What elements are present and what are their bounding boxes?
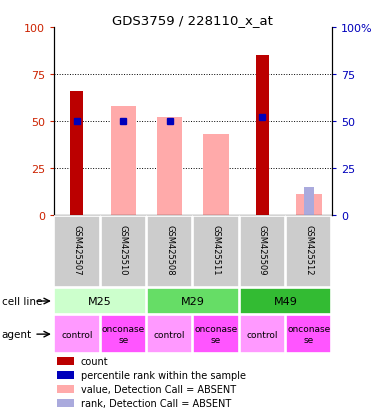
Bar <box>57 399 75 407</box>
Bar <box>240 289 332 314</box>
Text: count: count <box>81 356 108 366</box>
Text: GSM425512: GSM425512 <box>304 224 313 275</box>
Bar <box>111 107 136 216</box>
Bar <box>147 216 192 287</box>
Text: agent: agent <box>2 329 32 339</box>
Text: M25: M25 <box>88 296 112 306</box>
Text: control: control <box>61 330 93 339</box>
Text: percentile rank within the sample: percentile rank within the sample <box>81 370 246 380</box>
Text: M29: M29 <box>181 296 205 306</box>
Text: onconase
se: onconase se <box>102 325 145 344</box>
Text: onconase
se: onconase se <box>194 325 238 344</box>
Bar <box>57 385 75 393</box>
Bar <box>157 118 183 216</box>
Bar <box>147 316 192 353</box>
Title: GDS3759 / 228110_x_at: GDS3759 / 228110_x_at <box>112 14 273 26</box>
Bar <box>286 216 332 287</box>
Bar <box>296 195 322 216</box>
Text: GSM425511: GSM425511 <box>211 224 221 275</box>
Bar <box>240 316 285 353</box>
Bar <box>101 316 146 353</box>
Bar <box>194 216 239 287</box>
Text: onconase
se: onconase se <box>287 325 331 344</box>
Bar <box>256 56 269 216</box>
Text: GSM425507: GSM425507 <box>72 224 82 275</box>
Text: value, Detection Call = ABSENT: value, Detection Call = ABSENT <box>81 384 236 394</box>
Text: control: control <box>247 330 278 339</box>
Text: GSM425510: GSM425510 <box>119 224 128 275</box>
Text: cell line: cell line <box>2 296 42 306</box>
Bar <box>203 135 229 216</box>
Bar <box>54 216 99 287</box>
Bar <box>147 289 239 314</box>
Text: GSM425508: GSM425508 <box>165 224 174 275</box>
Bar <box>57 371 75 379</box>
Bar <box>101 216 146 287</box>
Text: M49: M49 <box>274 296 298 306</box>
Bar <box>57 357 75 365</box>
Text: GSM425509: GSM425509 <box>258 224 267 275</box>
Bar <box>286 316 332 353</box>
Bar <box>304 188 314 216</box>
Bar <box>54 289 146 314</box>
Bar <box>194 316 239 353</box>
Bar <box>240 216 285 287</box>
Text: control: control <box>154 330 186 339</box>
Bar <box>54 316 99 353</box>
Text: rank, Detection Call = ABSENT: rank, Detection Call = ABSENT <box>81 398 231 408</box>
Bar <box>70 92 83 216</box>
